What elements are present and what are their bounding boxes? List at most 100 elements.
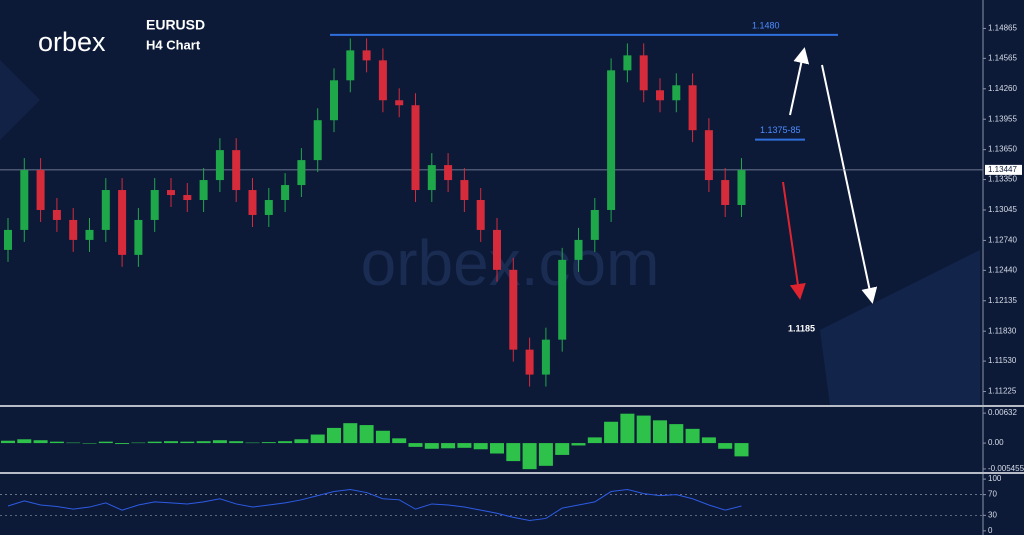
arrow: [782, 181, 806, 300]
candle-body: [688, 85, 697, 131]
candle-body: [378, 60, 387, 101]
target-label: 1.1185: [788, 324, 815, 334]
histogram-bar: [506, 443, 521, 462]
candle-body: [69, 219, 78, 240]
y-tick-label: 0.00632: [988, 408, 1017, 417]
last-price-label: 1.13447: [988, 165, 1017, 174]
histogram-bar: [278, 441, 293, 444]
y-tick-label: 0.00: [988, 438, 1004, 447]
histogram-bar: [392, 438, 407, 444]
histogram-bar: [229, 441, 244, 444]
candle-body: [509, 269, 518, 350]
histogram-bar: [33, 440, 48, 444]
y-tick-label: 0: [988, 526, 993, 535]
histogram-bar: [164, 441, 178, 444]
histogram-bar: [294, 439, 309, 444]
histogram-bar: [734, 443, 749, 457]
zone-label: 1.1375-85: [760, 125, 801, 135]
candle-body: [672, 85, 681, 101]
resistance-label: 1.1480: [752, 20, 780, 30]
histogram-bar: [457, 443, 472, 448]
candle-body: [362, 50, 371, 61]
histogram-bar: [571, 443, 586, 446]
y-tick-label: -0.005455: [988, 464, 1024, 473]
histogram-bar: [82, 443, 97, 444]
histogram-bar: [98, 441, 113, 444]
candle-body: [20, 170, 29, 230]
histogram-bar: [636, 415, 651, 444]
histogram-bar: [49, 441, 64, 444]
candle-body: [737, 170, 746, 205]
candle-body: [525, 349, 534, 375]
candle-body: [297, 160, 306, 186]
histogram-bar: [669, 424, 684, 444]
candle-body: [574, 239, 583, 260]
decor: [0, 60, 40, 140]
y-tick-label: 1.13045: [988, 205, 1017, 214]
y-tick-label: 1.14260: [988, 84, 1017, 93]
candle-body: [656, 90, 664, 101]
histogram-bar: [375, 430, 390, 444]
y-tick-label: 1.14565: [988, 53, 1017, 62]
candle-body: [281, 185, 290, 201]
candle-body: [493, 229, 501, 270]
histogram-bar: [212, 440, 227, 444]
histogram-bar: [490, 443, 504, 454]
histogram-bar: [408, 443, 423, 447]
histogram-bar: [685, 428, 700, 444]
y-tick-label: 1.13650: [988, 145, 1017, 154]
y-tick-label: 100: [988, 474, 1002, 483]
histogram-bar: [522, 443, 537, 470]
candle-body: [623, 55, 632, 71]
candle-body: [313, 120, 322, 161]
candle-body: [721, 180, 730, 205]
candle-body: [183, 195, 192, 201]
histogram-bar: [701, 437, 716, 444]
candle-body: [118, 190, 127, 255]
candle-body: [264, 200, 273, 215]
candle-body: [52, 209, 61, 220]
histogram-bar: [261, 442, 276, 444]
candle-body: [36, 170, 45, 210]
histogram-bar: [555, 443, 570, 455]
candle-body: [639, 55, 648, 91]
decor: [820, 250, 980, 405]
histogram-bar: [147, 441, 162, 444]
candle-body: [476, 200, 485, 230]
candle-body: [215, 150, 224, 181]
candle-body: [346, 50, 355, 81]
y-tick-label: 1.14865: [988, 24, 1017, 33]
candle-body: [85, 229, 94, 240]
histogram-bar: [424, 443, 439, 449]
candle-body: [4, 229, 12, 250]
candle-body: [607, 70, 616, 210]
indicator-line: [7, 488, 742, 522]
y-tick-label: 1.12440: [988, 265, 1017, 274]
histogram-bar: [653, 420, 667, 444]
candle-body: [167, 190, 175, 196]
histogram-bar: [441, 443, 456, 449]
candle-body: [199, 180, 208, 201]
candle-body: [704, 130, 713, 181]
candle-body: [541, 339, 550, 375]
histogram-bar: [359, 425, 374, 444]
y-tick-label: 1.13350: [988, 175, 1017, 184]
histogram-bar: [473, 443, 488, 450]
candle-body: [330, 80, 338, 121]
candle-body: [444, 165, 453, 181]
histogram-bar: [1, 440, 15, 444]
brand-logo: orbex: [38, 27, 106, 57]
histogram-bar: [196, 441, 211, 444]
histogram-bar: [604, 421, 619, 444]
chart-title: EURUSD: [146, 17, 205, 33]
candle-body: [134, 219, 143, 255]
candle-body: [150, 190, 159, 220]
candle-body: [232, 150, 241, 191]
histogram-bar: [115, 443, 130, 445]
arrow: [789, 47, 810, 116]
histogram-bar: [131, 442, 146, 444]
candle-body: [558, 259, 567, 340]
candle-body: [101, 190, 110, 230]
last-price-box: [985, 164, 1022, 175]
